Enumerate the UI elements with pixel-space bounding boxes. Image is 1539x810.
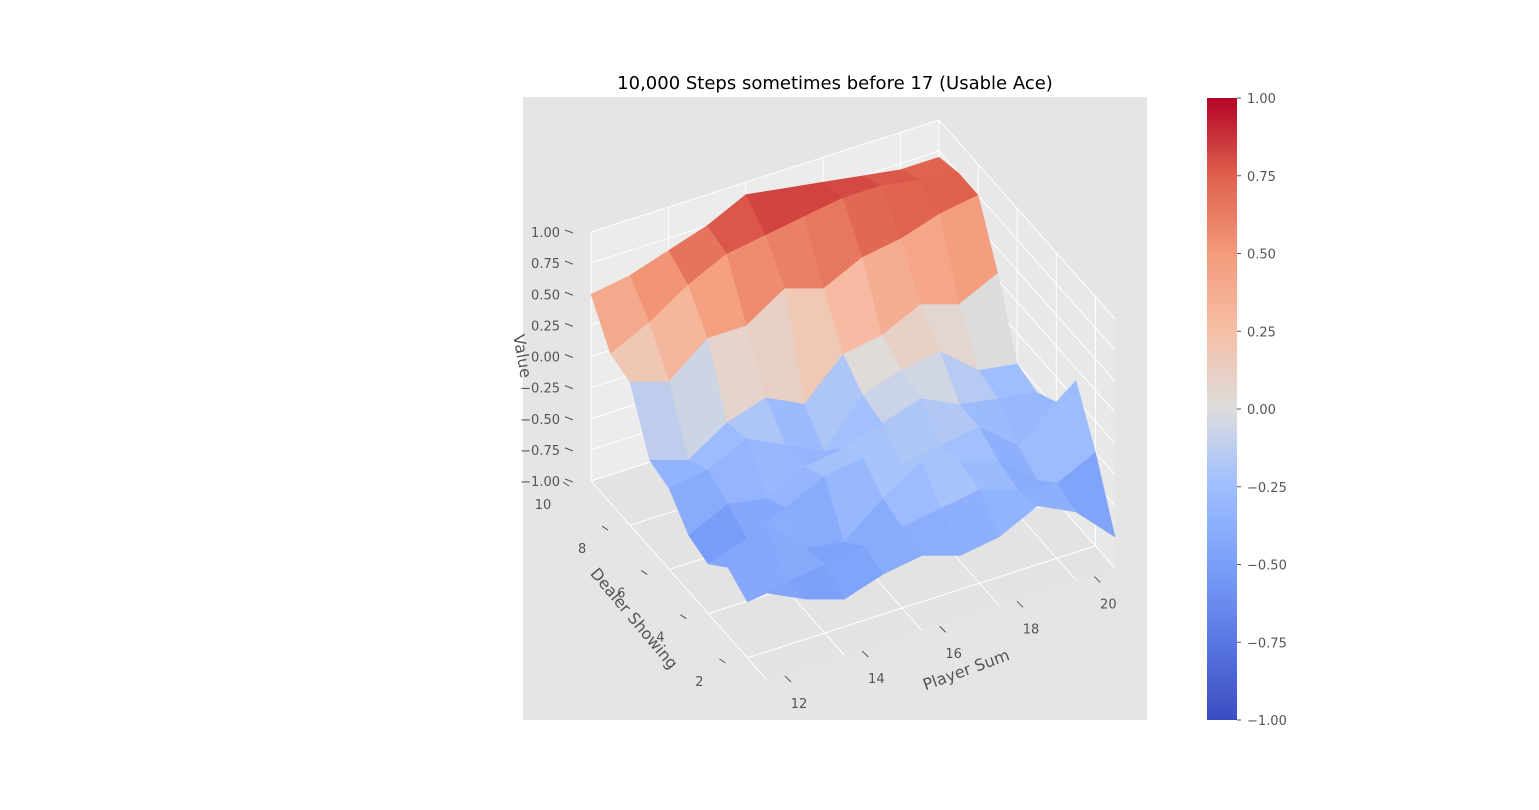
y-tick-mark bbox=[640, 570, 648, 575]
z-tick-mark bbox=[564, 416, 574, 421]
chart-title: 10,000 Steps sometimes before 17 (Usable… bbox=[617, 73, 1053, 94]
x-tick-label: 18 bbox=[1023, 622, 1040, 637]
colorbar bbox=[1207, 98, 1237, 720]
y-tick-label: 10 bbox=[535, 498, 552, 513]
z-tick-label: −0.25 bbox=[520, 382, 560, 397]
z-tick-mark bbox=[564, 260, 574, 265]
colorbar-tick-label: −1.00 bbox=[1247, 714, 1287, 729]
colorbar-tick-label: −0.50 bbox=[1247, 559, 1287, 574]
y-tick-mark bbox=[601, 525, 609, 531]
x-tick-mark bbox=[1016, 600, 1024, 608]
z-tick-label: 0.50 bbox=[531, 288, 560, 303]
x-tick-mark bbox=[861, 650, 869, 658]
gridline-z-back bbox=[590, 119, 940, 233]
colorbar-tick-label: 0.50 bbox=[1247, 248, 1276, 263]
z-tick-label: 0.75 bbox=[531, 257, 560, 272]
colorbar-tick-label: 0.00 bbox=[1247, 403, 1276, 418]
y-tick-label: 4 bbox=[656, 631, 664, 646]
z-tick-label: 0.25 bbox=[531, 319, 560, 334]
x-tick-mark bbox=[939, 625, 947, 633]
gridline-y-floor bbox=[747, 545, 1096, 659]
colorbar-tick-label: −0.75 bbox=[1247, 636, 1287, 651]
colorbar-tick-label: 0.25 bbox=[1247, 325, 1276, 340]
gridline-z-side bbox=[938, 119, 1116, 320]
z-tick-label: 1.00 bbox=[531, 226, 560, 241]
y-tick-label: 2 bbox=[695, 675, 703, 690]
surface-plot bbox=[590, 157, 1116, 603]
colorbar-ticks: 1.00 0.75 0.50 0.25 0.00 −0.25 −0.50 −0.75 −1.00 bbox=[1237, 92, 1287, 729]
surface-cell bbox=[747, 582, 807, 603]
x-tick-label: 16 bbox=[945, 647, 962, 662]
z-tick-label: −1.00 bbox=[520, 475, 560, 490]
y-tick-mark bbox=[680, 614, 687, 620]
y-tick-mark bbox=[562, 481, 570, 487]
z-tick-mark bbox=[564, 354, 574, 358]
z-tick-mark bbox=[564, 478, 574, 483]
z-tick-mark bbox=[564, 291, 574, 296]
x-tick-mark bbox=[1093, 576, 1101, 583]
colorbar-tick-label: 0.75 bbox=[1247, 170, 1276, 185]
x-tick-mark bbox=[784, 675, 792, 683]
z-tick-mark bbox=[564, 322, 574, 327]
x-tick-label: 12 bbox=[791, 697, 808, 712]
x-tick-label: 14 bbox=[868, 672, 885, 687]
x-tick-label: 20 bbox=[1100, 597, 1117, 612]
z-tick-label: −0.50 bbox=[520, 413, 560, 428]
y-tick-mark bbox=[719, 658, 726, 664]
colorbar-tick-label: 1.00 bbox=[1247, 92, 1276, 107]
y-tick-label: 8 bbox=[578, 542, 586, 557]
z-tick-mark bbox=[564, 229, 574, 234]
y-tick-label: 6 bbox=[617, 586, 625, 601]
z-tick-label: −0.75 bbox=[520, 444, 560, 459]
colorbar-tick-label: −0.25 bbox=[1247, 481, 1287, 496]
gridline-x-floor bbox=[590, 480, 768, 681]
z-tick-mark bbox=[564, 385, 574, 390]
z-tick-label: 0.00 bbox=[531, 351, 560, 366]
z-tick-mark bbox=[564, 447, 574, 452]
axis-ticks: 12 14 16 18 20 2 4 6 8 10 −1.00 −0.75 −0.50 −0.25 0.00… bbox=[520, 226, 1116, 712]
